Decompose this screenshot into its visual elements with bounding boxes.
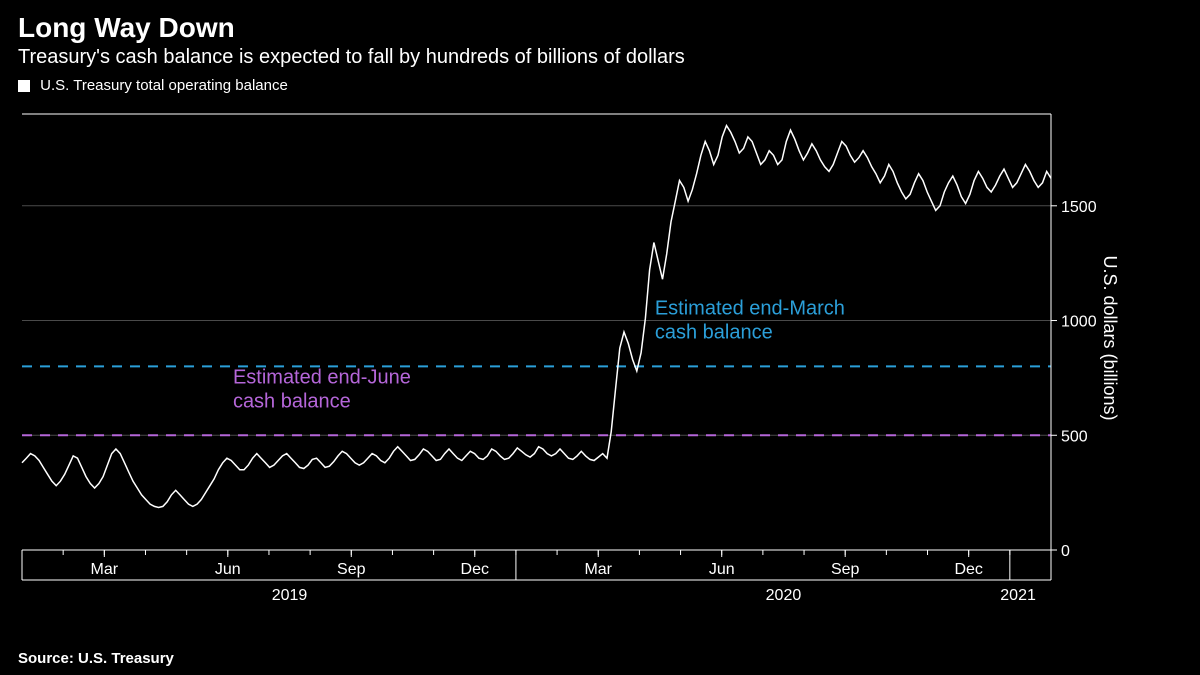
svg-text:Sep: Sep — [337, 561, 366, 578]
svg-text:Sep: Sep — [831, 561, 860, 578]
svg-text:Mar: Mar — [91, 561, 119, 578]
svg-text:Estimated end-June: Estimated end-June — [233, 366, 411, 388]
svg-text:2020: 2020 — [766, 587, 802, 604]
legend-label: U.S. Treasury total operating balance — [40, 77, 288, 94]
svg-text:1000: 1000 — [1061, 314, 1097, 331]
svg-text:Jun: Jun — [215, 561, 241, 578]
legend-marker-icon — [18, 80, 30, 92]
svg-text:Mar: Mar — [584, 561, 612, 578]
svg-text:Dec: Dec — [461, 561, 489, 578]
yaxis-title: U.S. dollars (billions) — [1099, 255, 1120, 420]
line-chart: 050010001500Estimated end-Marchcash bala… — [18, 108, 1113, 606]
chart-title: Long Way Down — [0, 0, 1200, 46]
svg-text:cash balance: cash balance — [655, 321, 773, 343]
svg-text:2019: 2019 — [272, 587, 308, 604]
legend: U.S. Treasury total operating balance — [0, 77, 1200, 100]
svg-text:2021: 2021 — [1000, 587, 1036, 604]
chart-subtitle: Treasury's cash balance is expected to f… — [0, 46, 1200, 77]
svg-text:cash balance: cash balance — [233, 390, 351, 412]
svg-text:0: 0 — [1061, 543, 1070, 560]
svg-text:500: 500 — [1061, 428, 1088, 445]
svg-text:1500: 1500 — [1061, 199, 1097, 216]
chart-area: 050010001500Estimated end-Marchcash bala… — [18, 108, 1113, 606]
source-label: Source: U.S. Treasury — [18, 650, 174, 667]
svg-text:Estimated end-March: Estimated end-March — [655, 297, 845, 319]
svg-text:Dec: Dec — [954, 561, 982, 578]
svg-text:Jun: Jun — [709, 561, 735, 578]
